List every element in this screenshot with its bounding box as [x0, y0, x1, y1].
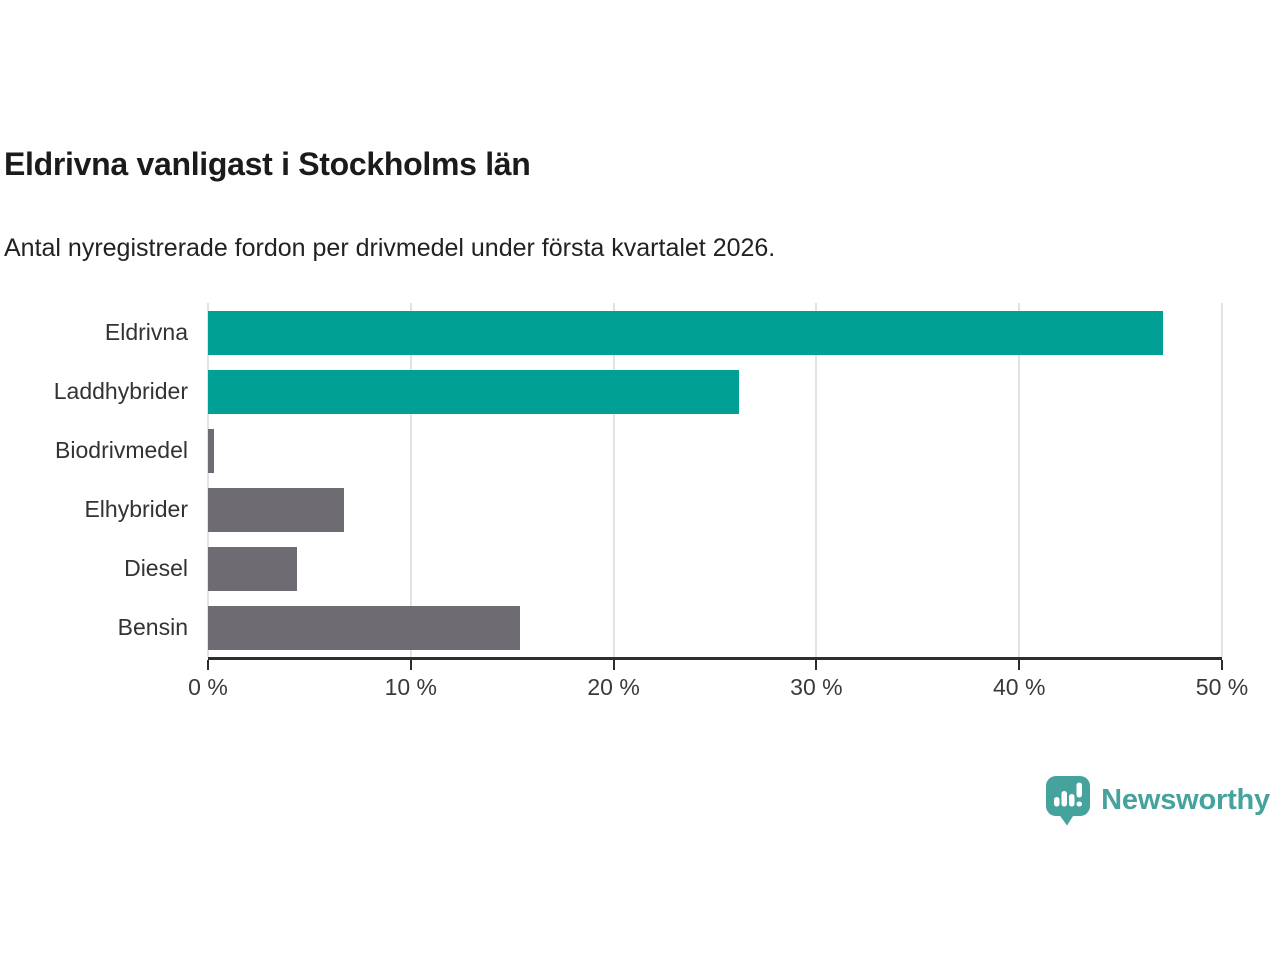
axis-tick-label: 0 % — [188, 674, 228, 700]
category-label: Elhybrider — [84, 496, 188, 522]
chart-rows: Eldrivna Laddhybrider Biodrivmedel Elhybrid… — [0, 303, 1222, 657]
axis-tick-label: 40 % — [992, 674, 1046, 700]
axis-tick — [612, 660, 615, 670]
x-axis-line — [208, 657, 1222, 660]
axis-tick — [207, 660, 209, 670]
axis-tick-label: 50 % — [1195, 674, 1249, 700]
chart-row: Elhybrider — [0, 480, 1222, 539]
category-label: Biodrivmedel — [55, 437, 188, 463]
axis-tick — [815, 660, 818, 670]
gridline — [612, 303, 615, 657]
chart-title: Eldrivna vanligast i Stockholms län — [4, 146, 531, 182]
chart-subtitle: Antal nyregistrerade fordon per drivmede… — [4, 234, 776, 262]
newsworthy-logo-icon — [1046, 776, 1091, 826]
axis-tick-label: 10 % — [384, 674, 438, 700]
gridlines-layer — [207, 303, 1223, 657]
gridline — [1221, 303, 1223, 657]
gridline — [1018, 303, 1021, 657]
chart-row: Laddhybrider — [0, 362, 1222, 421]
bar-laddhybrider — [208, 369, 740, 414]
bar-track — [208, 369, 1222, 414]
bar-track — [208, 428, 1222, 473]
gridline — [815, 303, 818, 657]
bar-track — [208, 310, 1222, 355]
bar-bensin — [208, 605, 521, 650]
chart-row: Biodrivmedel — [0, 421, 1222, 480]
category-label: Eldrivna — [104, 319, 188, 345]
gridline — [207, 303, 209, 657]
axis-tick-label: 20 % — [587, 674, 640, 700]
axis-tick — [1221, 660, 1223, 670]
axis-tick — [1018, 660, 1021, 670]
gridline — [409, 303, 412, 657]
bar-biodrivmedel — [208, 428, 215, 473]
bar-elhybrider — [208, 487, 344, 532]
chart-row: Diesel — [0, 539, 1222, 598]
axis-tick-label: 30 % — [790, 674, 843, 700]
axis-tick — [409, 660, 412, 670]
category-label: Laddhybrider — [53, 378, 188, 404]
bar-eldrivna — [208, 310, 1164, 355]
bar-track — [208, 546, 1222, 591]
bar-track — [208, 487, 1222, 532]
bar-chart: Eldrivna Laddhybrider Biodrivmedel Elhybrid… — [0, 303, 1248, 700]
bar-track — [208, 605, 1222, 650]
newsworthy-brand: Newsworthy — [1045, 775, 1270, 826]
x-axis: 0 % 10 % 20 % 30 % 40 % 50 % — [188, 657, 1248, 717]
bar-diesel — [208, 546, 298, 591]
chart-row: Bensin — [0, 598, 1222, 657]
brand-name: Newsworthy — [1101, 784, 1270, 816]
category-label: Bensin — [117, 614, 188, 640]
category-label: Diesel — [124, 555, 188, 581]
chart-row: Eldrivna — [0, 303, 1222, 362]
